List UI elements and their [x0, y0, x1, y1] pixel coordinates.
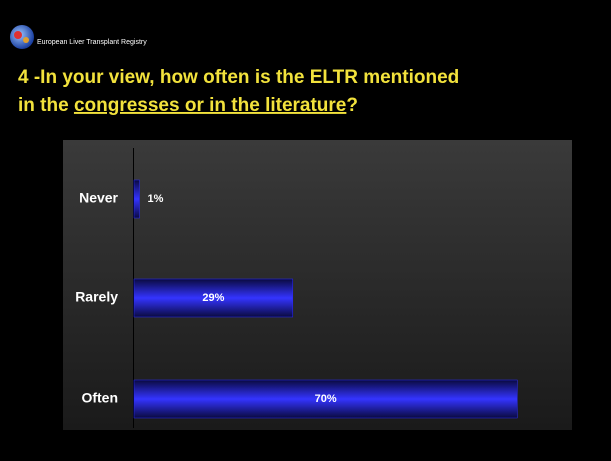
registry-name: European Liver Transplant Registry	[37, 39, 147, 46]
title-text: ?	[346, 95, 358, 116]
logo-detail	[14, 31, 22, 39]
category-label: Rarely	[75, 289, 118, 305]
logo-detail	[23, 37, 29, 43]
bar	[133, 179, 140, 219]
value-label: 29%	[202, 292, 224, 304]
category-label: Often	[81, 390, 118, 406]
title-line: 4 -In your view, how often is the ELTR m…	[18, 67, 459, 88]
title-line: in the congresses or in the literature?	[18, 95, 358, 116]
title-underlined: congresses or in the literature	[74, 95, 346, 116]
title-text: in the	[18, 95, 74, 116]
value-label: 1%	[147, 193, 163, 205]
bar	[133, 379, 518, 419]
bar	[133, 278, 294, 318]
logo	[10, 25, 34, 49]
value-label: 70%	[315, 393, 337, 405]
category-label: Never	[79, 190, 118, 206]
